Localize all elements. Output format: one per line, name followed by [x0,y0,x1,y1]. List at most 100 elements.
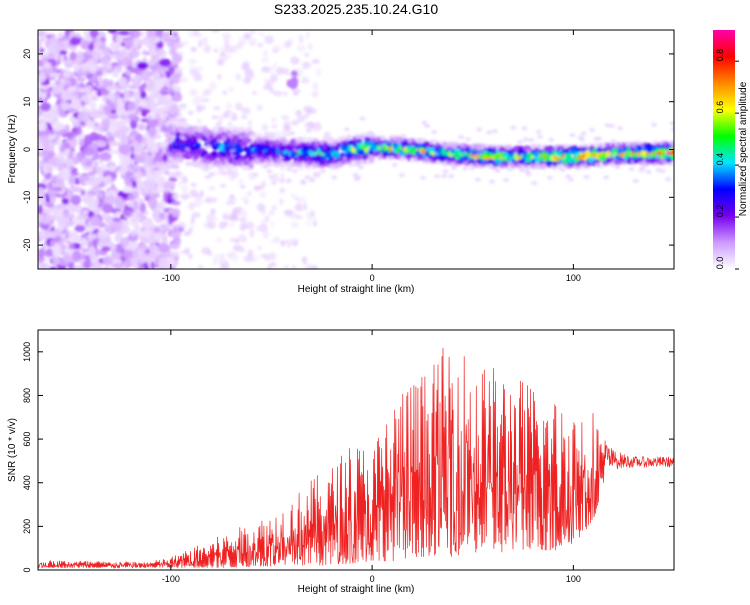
spectrogram-cell [293,241,298,247]
spectrogram-cell [38,129,46,137]
spectrogram-cell [38,53,48,58]
spectrogram-cell [171,201,181,206]
spectrogram-cell [149,48,157,57]
spectrogram-cell [209,215,218,223]
spectrogram-cell [44,230,55,236]
spectrogram-cell [286,40,293,47]
spectrogram-cell [93,161,99,167]
spectrogram-cell [208,198,215,204]
spectrogram-cell [272,173,280,182]
spectrogram-cell [45,202,55,208]
spectrogram-cell [190,46,198,53]
spectrogram-cell [88,193,95,200]
spectrogram-cell [518,168,525,173]
spectrogram-cell [204,175,211,180]
spectrogram-cell [614,165,621,170]
spectrogram-cell [258,191,267,198]
spectrogram-cell [107,30,117,34]
spectrogram-cell [197,39,203,48]
spectrogram-cell [155,30,164,37]
spectrogram-cell [68,150,74,160]
spectrogram-cell [63,142,71,149]
spectrogram-cell [210,30,220,33]
spectrogram-cell [112,217,122,222]
spectrogram-cell [181,177,188,182]
colorbar-tick-label: 0.2 [715,205,725,218]
snr-ytick-label: 0 [22,567,32,572]
spectrogram-cell [51,86,63,95]
spectrogram-cell [133,145,144,153]
spectrogram-cell [210,208,216,216]
spectrogram-cell [240,196,249,201]
spectrogram-cell [77,110,90,122]
spectrogram-cell [189,88,198,96]
spectrogram-cell [231,116,238,121]
spectrogram-cell [535,129,542,134]
spectrogram-ytick-label: 0 [22,147,32,152]
spectrogram-cell [40,102,51,112]
spectrogram-cell [79,238,87,249]
spectrogram-cell [63,213,75,219]
spectrogram-cell [47,133,58,140]
snr-ytick-label: 200 [22,519,32,534]
spectrogram-cell [51,109,60,120]
spectrogram-cell [154,175,166,186]
spectrogram-cell [180,193,190,200]
spectrogram-cell [122,56,133,68]
snr-xtick-label: 100 [566,574,581,584]
spectrogram-cell [229,193,235,200]
spectrogram-cell [87,84,93,94]
spectrogram-cell [248,37,257,47]
spectrogram-cell [380,135,386,141]
spectrogram-cell [262,84,272,91]
spectrogram-cell [38,68,41,76]
spectrogram-cell [118,144,130,155]
spectrogram-cell [239,216,247,224]
spectrogram-cell [157,96,166,104]
spectrogram-cell [494,168,501,173]
spectrogram-cell [81,40,91,46]
spectrogram-cell [112,222,122,232]
spectrogram-cell [391,162,398,167]
spectrogram-cell [52,209,57,214]
spectrogram-cell [188,201,195,211]
spectrogram-cell [39,265,47,269]
spectrogram-cell [38,204,43,215]
spectrogram-cell [441,174,448,179]
spectrogram-cell [491,129,498,134]
spectrogram-cell [102,202,114,214]
spectrogram-cell [261,66,271,73]
spectrogram-cell [71,250,82,262]
snr-ylabel: SNR (10 * v/v) [7,418,18,482]
spectrogram-cell [158,212,165,220]
spectrogram-cell [288,131,295,136]
spectrogram-cell [291,88,301,95]
spectrogram-cell [333,145,339,151]
spectrogram-cell [270,221,275,229]
spectrogram-xlabel: Height of straight line (km) [298,284,415,295]
spectrogram-cell [603,175,610,180]
spectrogram-cell [108,163,116,173]
spectrogram-cell [244,221,255,230]
spectrogram-cell [319,169,326,174]
spectrogram-cell [196,118,202,125]
spectrogram-cell [249,228,255,238]
spectrogram-cell [155,111,160,121]
spectrogram-cell [145,248,150,255]
spectrogram-cell [131,180,138,188]
spectrogram-cell [150,237,162,243]
spectrogram-cell [55,208,64,218]
spectrogram-cell [141,137,147,144]
spectrogram-cell [272,62,278,69]
spectrogram-cell [140,118,149,123]
spectrogram-cell [525,172,532,177]
colorbar-ticks: 0.0 0.2 0.4 0.6 0.8 [715,49,739,270]
spectrogram-cell [267,252,277,261]
spectrogram-cell [117,192,129,197]
spectrogram-cell [138,84,146,94]
spectrogram-cell [98,31,105,38]
spectrogram-cell [38,229,47,240]
spectrogram-cell [250,30,256,35]
spectrogram-cell [144,180,157,190]
